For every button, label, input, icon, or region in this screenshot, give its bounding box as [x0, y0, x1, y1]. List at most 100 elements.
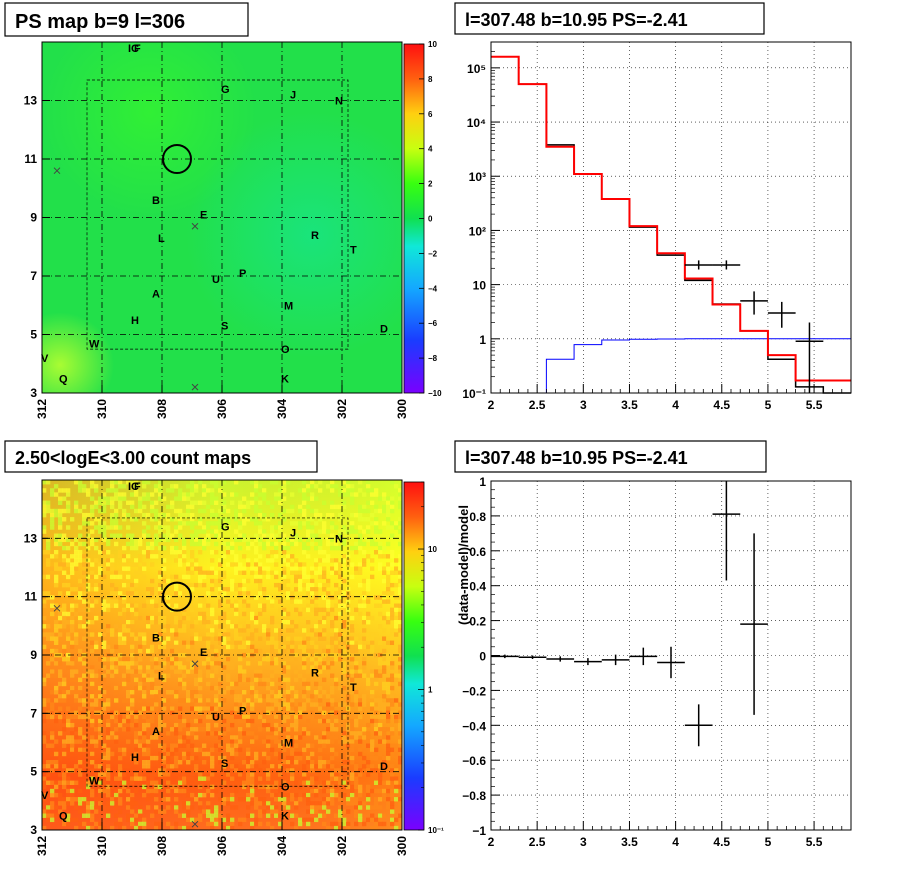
- count-pixel: [54, 747, 59, 753]
- count-pixel: [50, 566, 55, 571]
- count-pixel: [290, 628, 295, 633]
- x-tick-label: 5.5: [806, 835, 823, 849]
- count-pixel: [114, 488, 119, 493]
- count-pixel: [82, 504, 87, 510]
- count-pixel: [318, 624, 323, 629]
- count-pixel: [210, 813, 215, 818]
- count-pixel: [398, 566, 403, 571]
- count-pixel: [278, 727, 283, 732]
- count-pixel: [274, 714, 279, 720]
- count-pixel: [338, 657, 343, 662]
- count-pixel: [234, 694, 239, 699]
- count-pixel: [70, 792, 75, 798]
- count-pixel: [306, 525, 311, 530]
- count-pixel: [198, 776, 203, 781]
- count-pixel: [234, 582, 239, 588]
- count-pixel: [142, 512, 147, 518]
- count-pixel: [314, 603, 319, 608]
- count-pixel: [362, 595, 367, 600]
- count-pixel: [274, 809, 279, 814]
- count-pixel: [86, 492, 91, 497]
- count-pixel: [282, 797, 287, 802]
- count-pixel: [130, 706, 135, 711]
- count-pixel: [78, 690, 83, 695]
- count-pixel: [82, 714, 87, 720]
- count-pixel: [318, 755, 323, 761]
- count-pixel: [370, 743, 375, 748]
- count-pixel: [42, 599, 47, 604]
- count-pixel: [366, 578, 371, 584]
- count-pixel: [294, 599, 299, 604]
- source-label: N: [335, 533, 343, 545]
- count-pixel: [58, 566, 63, 571]
- count-pixel: [102, 710, 107, 716]
- count-pixel: [374, 517, 379, 522]
- count-pixel: [186, 760, 191, 765]
- count-pixel: [266, 722, 271, 728]
- count-pixel: [210, 792, 215, 798]
- count-pixel: [134, 570, 139, 576]
- count-pixel: [342, 661, 347, 666]
- count-pixel: [314, 496, 319, 501]
- count-pixel: [94, 673, 99, 678]
- count-pixel: [218, 533, 223, 538]
- count-pixel: [302, 500, 307, 506]
- count-pixel: [158, 722, 163, 728]
- x-tick-label: 2.5: [529, 398, 546, 412]
- count-pixel: [246, 731, 251, 736]
- count-pixel: [370, 747, 375, 753]
- count-pixel: [186, 817, 191, 823]
- count-pixel: [66, 504, 71, 510]
- count-pixel: [94, 727, 99, 732]
- count-pixel: [330, 739, 335, 744]
- count-pixel: [262, 784, 267, 790]
- count-pixel: [162, 566, 167, 571]
- count-pixel: [258, 681, 263, 687]
- count-pixel: [90, 817, 95, 823]
- count-pixel: [158, 751, 163, 757]
- count-pixel: [342, 669, 347, 674]
- source-label: T: [350, 682, 357, 694]
- count-pixel: [114, 521, 119, 526]
- count-pixel: [378, 780, 383, 786]
- count-pixel: [358, 801, 363, 806]
- count-pixel: [150, 591, 155, 596]
- count-pixel: [210, 764, 215, 769]
- count-pixel: [46, 764, 51, 769]
- count-pixel: [230, 755, 235, 761]
- count-pixel: [110, 525, 115, 530]
- count-pixel: [262, 677, 267, 683]
- count-pixel: [202, 636, 207, 641]
- count-pixel: [334, 772, 339, 777]
- count-pixel: [114, 574, 119, 580]
- count-pixel: [86, 533, 91, 538]
- count-pixel: [262, 566, 267, 571]
- count-pixel: [334, 525, 339, 530]
- count-pixel: [250, 595, 255, 600]
- count-pixel: [170, 517, 175, 522]
- count-pixel: [190, 776, 195, 781]
- count-pixel: [190, 550, 195, 555]
- count-pixel: [246, 558, 251, 563]
- count-pixel: [42, 702, 47, 707]
- count-pixel: [146, 620, 151, 625]
- count-pixel: [190, 480, 195, 485]
- count-pixel: [342, 780, 347, 786]
- count-pixel: [70, 669, 75, 674]
- count-pixel: [182, 541, 187, 547]
- count-pixel: [198, 611, 203, 617]
- count-pixel: [274, 644, 279, 650]
- count-pixel: [186, 731, 191, 736]
- count-pixel: [314, 681, 319, 687]
- count-pixel: [390, 628, 395, 633]
- count-pixel: [218, 640, 223, 646]
- count-pixel: [346, 821, 351, 827]
- count-pixel: [218, 591, 223, 596]
- count-pixel: [138, 636, 143, 641]
- count-pixel: [142, 504, 147, 510]
- count-pixel: [266, 500, 271, 506]
- count-pixel: [206, 780, 211, 786]
- count-pixel: [394, 582, 399, 588]
- count-pixel: [374, 595, 379, 600]
- count-pixel: [110, 661, 115, 666]
